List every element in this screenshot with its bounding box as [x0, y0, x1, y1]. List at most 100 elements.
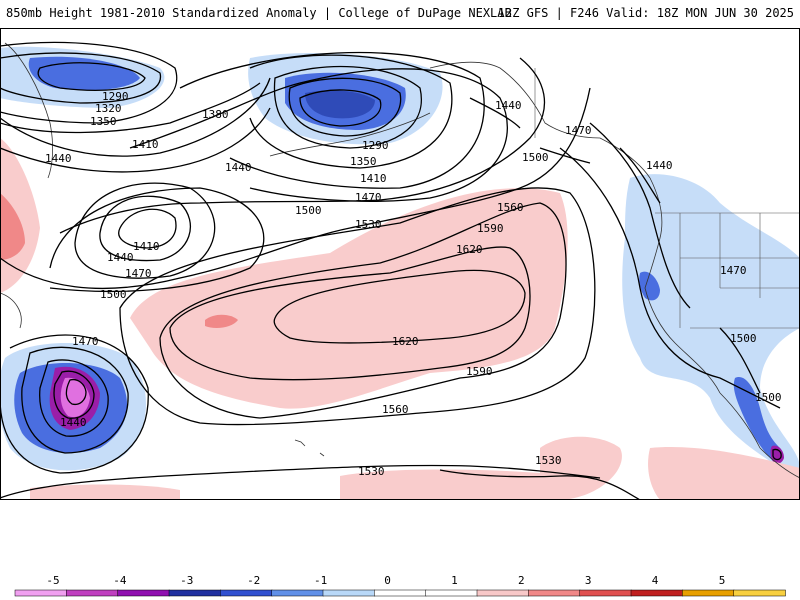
anomaly-blue-goa-inner — [305, 90, 375, 119]
anomaly-red-west — [0, 193, 25, 260]
map-panel: 1290 1320 1350 1380 1410 1440 1290 1350 … — [0, 28, 800, 500]
contour-1500-mx — [719, 327, 761, 394]
label-1500-na: 1500 — [522, 151, 549, 164]
label-1470-a: 1470 — [355, 191, 382, 204]
map-title: 850mb Height 1981-2010 Standardized Anom… — [6, 6, 512, 20]
contour-1410-cl — [118, 208, 177, 249]
contour-1440-goa — [179, 51, 485, 189]
canada-coast — [644, 177, 663, 289]
colorbar-tick-label: 5 — [719, 574, 726, 587]
colorbar-tick-label: -4 — [113, 574, 127, 587]
contour-1440-cl — [99, 195, 191, 262]
alaska-coast — [429, 61, 651, 179]
anomaly-pink-high — [130, 188, 568, 409]
colorbar-tick-label: 4 — [652, 574, 659, 587]
colorbar-svg: -5 -4 -3 -2 -1 0 1 2 3 4 5 — [14, 574, 786, 597]
label-1560-h: 1560 — [497, 201, 524, 214]
label-1560-h2: 1560 — [382, 403, 409, 416]
coastlines — [0, 42, 800, 479]
contour-1560-outer — [119, 187, 596, 426]
contour-1470-ty — [0, 334, 149, 474]
label-1620-h: 1620 — [456, 243, 483, 256]
contour-1320-goa — [288, 77, 402, 137]
contour-1290-nw — [37, 62, 146, 91]
contour-1470-na — [589, 122, 691, 309]
japan-coast — [0, 292, 22, 329]
label-1440-w: 1440 — [45, 152, 72, 165]
anomaly-pink-south — [540, 436, 622, 500]
contour-1470-cl — [74, 182, 216, 279]
colorbar-swatch — [476, 589, 530, 597]
colorbar-tick-label: -1 — [314, 574, 327, 587]
contour-mex-low — [772, 448, 782, 461]
contour-1350-goa — [273, 65, 422, 149]
contour-1500-na — [559, 147, 781, 409]
colorbar-tick-label: -5 — [46, 574, 59, 587]
colorbar-swatch — [220, 589, 273, 597]
colorbar-tick-label: -3 — [180, 574, 193, 587]
label-1470-ty: 1470 — [72, 335, 99, 348]
colorbar-swatch — [271, 589, 324, 597]
header-bar: 850mb Height 1981-2010 Standardized Anom… — [0, 0, 800, 28]
label-1620-h2: 1620 — [392, 335, 419, 348]
contour-1350-nw — [0, 41, 178, 124]
colorbar-swatch — [682, 589, 735, 597]
colorbar-swatch — [117, 589, 170, 597]
colorbar-tick-label: -2 — [247, 574, 260, 587]
label-1590-h2: 1590 — [466, 365, 493, 378]
contour-1290-goa — [299, 89, 382, 127]
label-1470-cl: 1470 — [125, 267, 152, 280]
label-1440-ty: 1440 — [60, 416, 87, 429]
label-1500-cl: 1500 — [100, 288, 127, 301]
anomaly-map: 1290 1320 1350 1380 1410 1440 1290 1350 … — [0, 28, 800, 500]
height-contours — [0, 41, 782, 500]
label-1440-ak: 1440 — [495, 99, 522, 112]
label-1350-nw: 1350 — [90, 115, 117, 128]
contour-1410 — [0, 77, 271, 157]
label-1440-cl: 1440 — [107, 251, 134, 264]
contour-1380 — [0, 82, 261, 134]
colorbar-swatch — [374, 589, 427, 597]
colorbar-swatch — [168, 589, 222, 597]
colorbar-tick-label: 0 — [384, 574, 391, 587]
california-coast — [644, 287, 721, 394]
colorbar-swatch — [733, 589, 786, 597]
contour-1560 — [159, 202, 567, 419]
label-1530-p: 1530 — [355, 218, 382, 231]
contour-1530 — [0, 87, 591, 290]
colorbar-tick-labels: -5 -4 -3 -2 -1 0 1 2 3 4 5 — [46, 574, 725, 587]
contour-1440-w — [0, 107, 271, 173]
mexico-coast — [759, 447, 800, 479]
state-lines — [679, 213, 800, 328]
label-1440-na: 1440 — [646, 159, 673, 172]
label-1530-s2: 1530 — [535, 454, 562, 467]
hawaii-islands — [294, 439, 325, 457]
contour-typhoon-4 — [21, 346, 129, 454]
label-1470-na: 1470 — [720, 264, 747, 277]
contour-1320-nw — [0, 52, 162, 104]
colorbar-tick-label: 2 — [518, 574, 525, 587]
label-1290-nw: 1290 — [102, 90, 129, 103]
label-1590-h: 1590 — [477, 222, 504, 235]
baja-coast — [719, 392, 761, 449]
label-1500-na3: 1500 — [755, 391, 782, 404]
colorbar-swatch — [66, 589, 119, 597]
contour-1530-south — [439, 469, 641, 500]
anomaly-blue-westus — [622, 174, 800, 468]
label-1380: 1380 — [202, 108, 229, 121]
colorbar-tick-label: 3 — [585, 574, 592, 587]
colorbar-tick-label: 1 — [451, 574, 458, 587]
label-1410-cl: 1410 — [133, 240, 160, 253]
contour-1500 — [59, 57, 546, 234]
colorbar-swatches — [14, 589, 786, 597]
label-1350-goa: 1350 — [350, 155, 377, 168]
contour-typhoon-2 — [53, 370, 95, 419]
label-1500-na2: 1500 — [730, 332, 757, 345]
label-1410-w: 1410 — [132, 138, 159, 151]
label-1500-p: 1500 — [295, 204, 322, 217]
contour-1500-cl — [49, 187, 265, 293]
contour-1440-ak — [469, 97, 521, 129]
label-1410-goa: 1410 — [360, 172, 387, 185]
label-1290-goa: 1290 — [362, 139, 389, 152]
contour-1440-na — [619, 147, 661, 204]
